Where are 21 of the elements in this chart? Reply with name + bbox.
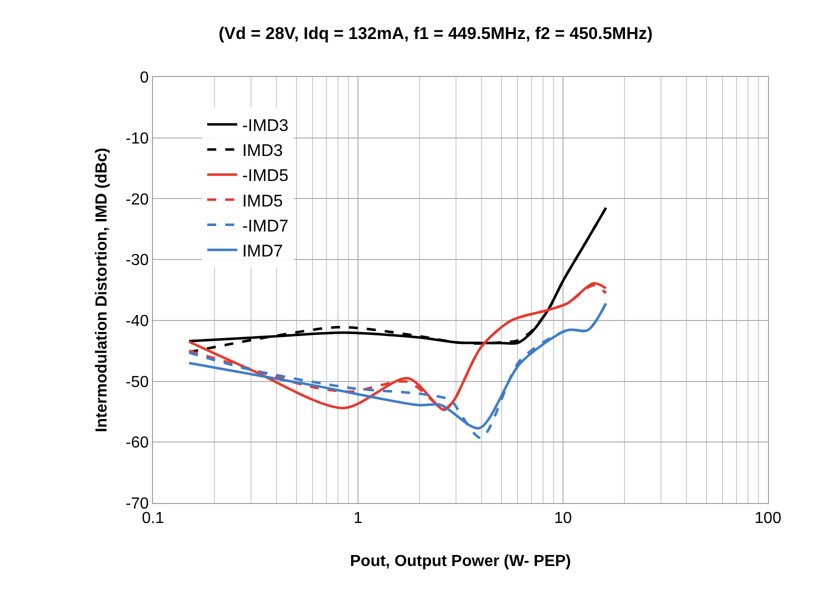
chart-title: (Vd = 28V, Idq = 132mA, f1 = 449.5MHz, f2 = 450.5MHz) <box>218 24 653 43</box>
y-tick-label: -40 <box>126 313 149 330</box>
legend-label: -IMD3 <box>242 116 288 135</box>
y-tick-label: -30 <box>126 252 149 270</box>
legend-label: IMD7 <box>242 242 283 260</box>
x-tick-label: 100 <box>754 510 782 528</box>
y-tick-label: -10 <box>126 130 149 148</box>
y-tick-label: -50 <box>126 374 149 391</box>
y-tick-label: -60 <box>126 434 149 452</box>
y-axis-title: Intermodulation Distortion, IMD (dBc) <box>94 148 111 432</box>
x-axis-title: Pout, Output Power (W- PEP) <box>350 552 571 570</box>
y-tick-label: 0 <box>140 70 149 87</box>
legend-label: IMD5 <box>242 191 283 210</box>
y-tick-label: -20 <box>126 191 149 208</box>
x-tick-label: 1 <box>354 510 363 528</box>
legend-label: -IMD7 <box>242 216 288 236</box>
legend-label: IMD3 <box>242 141 283 160</box>
x-tick-label: 10 <box>554 510 572 528</box>
legend-label: -IMD5 <box>242 166 288 186</box>
x-tick-label: 0.1 <box>142 510 164 528</box>
y-tick-label: -70 <box>126 496 149 513</box>
